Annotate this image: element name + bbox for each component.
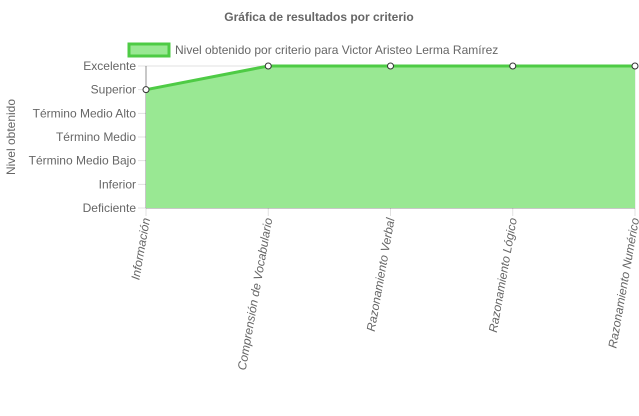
y-tick-label: Término Medio Alto bbox=[33, 106, 137, 120]
legend-label: Nivel obtenido por criterio para Victor … bbox=[175, 43, 498, 57]
data-points bbox=[142, 62, 639, 94]
series-area bbox=[145, 64, 635, 208]
y-tick-label: Inferior bbox=[99, 177, 136, 191]
x-tick-label: Razonamiento Verbal bbox=[364, 217, 398, 333]
area-fill bbox=[146, 66, 635, 208]
x-tick-label: Razonamiento Lógico bbox=[486, 217, 520, 334]
data-point[interactable] bbox=[631, 62, 639, 70]
y-tick-label: Excelente bbox=[83, 59, 136, 73]
y-tick-label: Término Medio bbox=[56, 130, 136, 144]
x-tick-label: Razonamiento Numérico bbox=[605, 217, 639, 350]
y-axis-label: Nivel obtenido bbox=[4, 99, 18, 175]
y-tick-label: Término Medio Bajo bbox=[29, 154, 137, 168]
legend-swatch bbox=[127, 42, 171, 58]
data-point[interactable] bbox=[142, 86, 150, 94]
legend[interactable]: Nivel obtenido por criterio para Victor … bbox=[127, 42, 498, 58]
chart-title: Gráfica de resultados por criterio bbox=[224, 10, 413, 24]
y-tick-label: Superior bbox=[91, 83, 136, 97]
x-tick-label: Información bbox=[128, 217, 153, 281]
data-point[interactable] bbox=[387, 62, 394, 70]
x-tick-label: Comprensión de Vocabulario bbox=[235, 216, 276, 371]
data-point[interactable] bbox=[264, 62, 272, 70]
y-tick-label: Deficiente bbox=[83, 201, 137, 215]
data-point[interactable] bbox=[509, 62, 517, 70]
